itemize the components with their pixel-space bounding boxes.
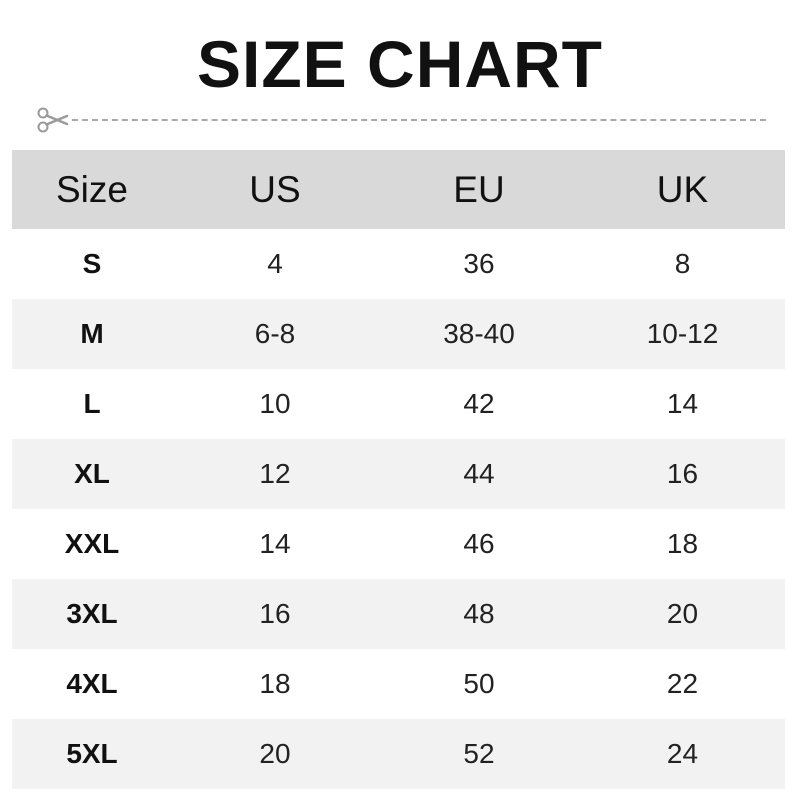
dashed-line	[72, 119, 766, 121]
size-table: Size US EU UK S 4 36 8 M 6-8 38-40 10-12 L 10 42 14…	[12, 150, 785, 789]
table-row: XXL 14 46 18	[12, 509, 785, 579]
cell-uk: 22	[666, 668, 699, 699]
header-uk: UK	[656, 168, 709, 210]
cell-eu: 36	[463, 248, 495, 279]
table-row: 5XL 20 52 24	[12, 719, 785, 789]
page-title: SIZE CHART	[197, 27, 603, 101]
cell-eu: 44	[463, 458, 495, 489]
table-row: M 6-8 38-40 10-12	[12, 299, 785, 369]
table-header-row: Size US EU UK	[12, 150, 785, 229]
cut-line	[36, 106, 766, 134]
cell-us: 12	[259, 458, 291, 489]
cell-eu: 38-40	[443, 318, 515, 349]
header-size: Size	[56, 168, 128, 210]
cell-size: M	[80, 318, 104, 349]
cell-eu: 50	[463, 668, 495, 699]
cell-uk: 8	[674, 248, 691, 279]
table-row: L 10 42 14	[12, 369, 785, 439]
cell-eu: 46	[463, 528, 495, 559]
table-row: XL 12 44 16	[12, 439, 785, 509]
cell-uk: 20	[666, 598, 699, 629]
table-row: 4XL 18 50 22	[12, 649, 785, 719]
cell-size: XL	[74, 458, 110, 489]
table-row: S 4 36 8	[12, 229, 785, 299]
cell-eu: 52	[463, 738, 495, 769]
cell-uk: 14	[666, 388, 699, 419]
cell-us: 16	[259, 598, 291, 629]
header-eu: EU	[453, 168, 505, 210]
cell-uk: 10-12	[646, 318, 719, 349]
header-us: US	[249, 168, 301, 210]
cell-us: 10	[259, 388, 291, 419]
scissors-icon	[37, 107, 69, 133]
cell-us: 20	[259, 738, 291, 769]
cell-size: XXL	[64, 528, 120, 559]
cell-us: 14	[259, 528, 291, 559]
cell-eu: 48	[463, 598, 495, 629]
cell-size: 5XL	[66, 738, 118, 769]
cell-uk: 16	[666, 458, 699, 489]
cell-uk: 18	[666, 528, 699, 559]
table-row: 3XL 16 48 20	[12, 579, 785, 649]
cell-us: 6-8	[254, 318, 296, 349]
cell-us: 4	[267, 248, 283, 279]
cell-size: S	[82, 248, 102, 279]
cell-size: 3XL	[66, 598, 118, 629]
cell-size: L	[83, 388, 101, 419]
cell-size: 4XL	[66, 668, 118, 699]
cell-us: 18	[259, 668, 291, 699]
cell-uk: 24	[666, 738, 699, 769]
cell-eu: 42	[463, 388, 495, 419]
